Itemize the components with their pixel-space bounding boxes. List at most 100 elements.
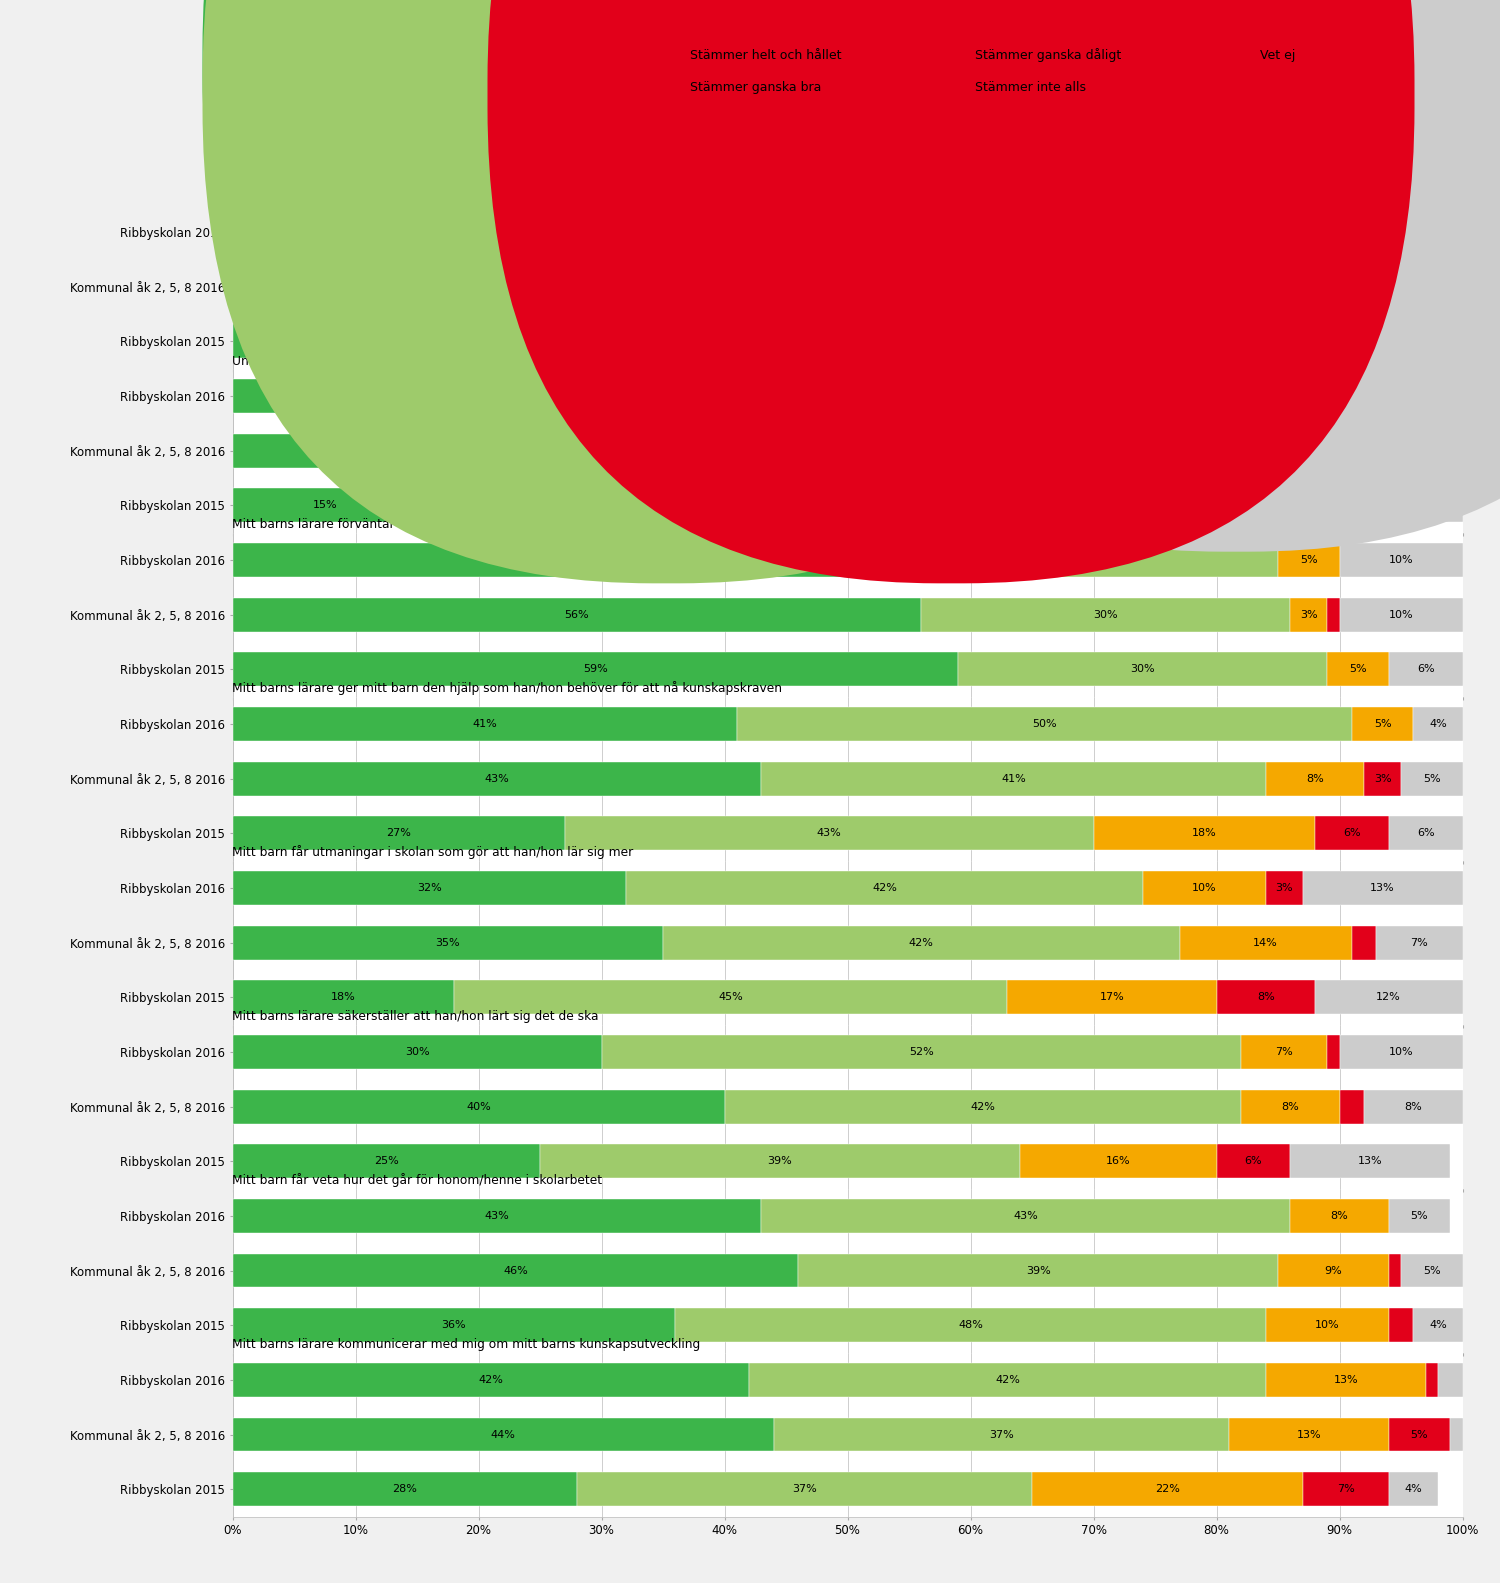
Bar: [232, 761, 762, 796]
Text: 3%: 3%: [1436, 446, 1454, 456]
Text: Mitt barn får veta hur det går för honom/henne i skolarbetet: Mitt barn får veta hur det går för honom…: [232, 1173, 603, 1187]
Text: 25%: 25%: [374, 1156, 399, 1167]
Bar: [748, 1363, 1266, 1396]
Text: 13%: 13%: [1358, 1156, 1383, 1167]
Bar: [1389, 489, 1462, 522]
Text: 6%: 6%: [1342, 828, 1360, 839]
Bar: [1278, 1254, 1389, 1287]
Bar: [1216, 1145, 1290, 1178]
Bar: [1302, 1472, 1389, 1505]
Text: 49%: 49%: [878, 391, 903, 400]
Bar: [1290, 1145, 1450, 1178]
Bar: [1401, 1254, 1462, 1287]
Bar: [1377, 215, 1425, 249]
Text: 4%: 4%: [1430, 719, 1448, 728]
Text: 43%: 43%: [1014, 1211, 1038, 1220]
Bar: [921, 598, 1290, 632]
Text: 6%: 6%: [1418, 500, 1434, 510]
Bar: [1352, 926, 1377, 959]
Bar: [232, 598, 921, 632]
Bar: [232, 1472, 578, 1505]
Text: 59%: 59%: [584, 665, 608, 674]
Bar: [232, 1035, 602, 1069]
Bar: [1328, 598, 1340, 632]
Bar: [1240, 1089, 1340, 1124]
Text: 5%: 5%: [1410, 1211, 1428, 1220]
Bar: [1340, 1089, 1364, 1124]
Bar: [1377, 926, 1462, 959]
Bar: [651, 269, 1302, 304]
Text: 3%: 3%: [1300, 609, 1317, 619]
Text: Stämmer ganska dåligt: Stämmer ganska dåligt: [975, 49, 1120, 62]
Bar: [578, 1472, 1032, 1505]
Bar: [1377, 378, 1438, 413]
Bar: [1340, 1035, 1462, 1069]
Bar: [762, 1198, 1290, 1233]
Bar: [232, 980, 454, 1015]
Text: 5%: 5%: [1410, 1429, 1428, 1439]
Bar: [1032, 1472, 1302, 1505]
Bar: [1240, 1035, 1328, 1069]
Text: 8%: 8%: [1281, 1102, 1299, 1111]
Bar: [232, 215, 639, 249]
Bar: [736, 708, 1352, 741]
Text: 41%: 41%: [472, 719, 496, 728]
Text: 39%: 39%: [768, 1156, 792, 1167]
Text: 14%: 14%: [1254, 937, 1278, 948]
Bar: [639, 215, 1316, 249]
Bar: [1143, 871, 1266, 905]
Text: 42%: 42%: [478, 1376, 502, 1385]
Bar: [232, 1089, 724, 1124]
Text: 45%: 45%: [718, 993, 742, 1002]
Bar: [1302, 871, 1462, 905]
Text: 10%: 10%: [1389, 1046, 1413, 1057]
Text: 33%: 33%: [423, 226, 448, 237]
Bar: [232, 1198, 762, 1233]
Bar: [626, 871, 1143, 905]
Text: 13%: 13%: [1334, 1376, 1358, 1385]
Text: 36%: 36%: [441, 1320, 466, 1330]
Bar: [232, 1363, 748, 1396]
Bar: [871, 543, 1278, 576]
Bar: [602, 1035, 1240, 1069]
Bar: [774, 1418, 1228, 1452]
Bar: [232, 652, 958, 687]
Text: 5%: 5%: [1300, 556, 1317, 565]
Bar: [614, 325, 1278, 358]
Text: 33%: 33%: [1062, 556, 1088, 565]
Bar: [232, 543, 871, 576]
Text: 44%: 44%: [490, 1429, 516, 1439]
Text: 7%: 7%: [1336, 1485, 1354, 1494]
Text: 3%: 3%: [1374, 774, 1392, 784]
Text: 48%: 48%: [958, 1320, 982, 1330]
Text: 18%: 18%: [332, 993, 356, 1002]
Bar: [1425, 215, 1462, 249]
Text: 8%: 8%: [1306, 774, 1324, 784]
Text: 53%: 53%: [964, 282, 988, 291]
Bar: [1352, 708, 1413, 741]
Bar: [1413, 708, 1462, 741]
Text: 9%: 9%: [1324, 1265, 1342, 1276]
Bar: [1425, 434, 1462, 467]
Bar: [232, 1308, 675, 1342]
Bar: [1389, 817, 1462, 850]
Text: 39%: 39%: [1026, 1265, 1050, 1276]
Bar: [1389, 652, 1462, 687]
Text: 55%: 55%: [964, 226, 988, 237]
Text: 32%: 32%: [417, 883, 441, 893]
Text: 5%: 5%: [1336, 226, 1354, 237]
Text: 5%: 5%: [1348, 665, 1366, 674]
Bar: [724, 1089, 1240, 1124]
Bar: [1340, 598, 1462, 632]
Bar: [1438, 325, 1462, 358]
Bar: [1425, 1363, 1438, 1396]
Text: 22%: 22%: [1155, 1485, 1179, 1494]
Bar: [1192, 378, 1377, 413]
Text: 9%: 9%: [1348, 282, 1366, 291]
Text: 15%: 15%: [1272, 391, 1296, 400]
Text: 52%: 52%: [909, 1046, 933, 1057]
Bar: [590, 378, 1192, 413]
Bar: [1364, 761, 1401, 796]
Text: 30%: 30%: [405, 1046, 429, 1057]
Bar: [232, 871, 626, 905]
